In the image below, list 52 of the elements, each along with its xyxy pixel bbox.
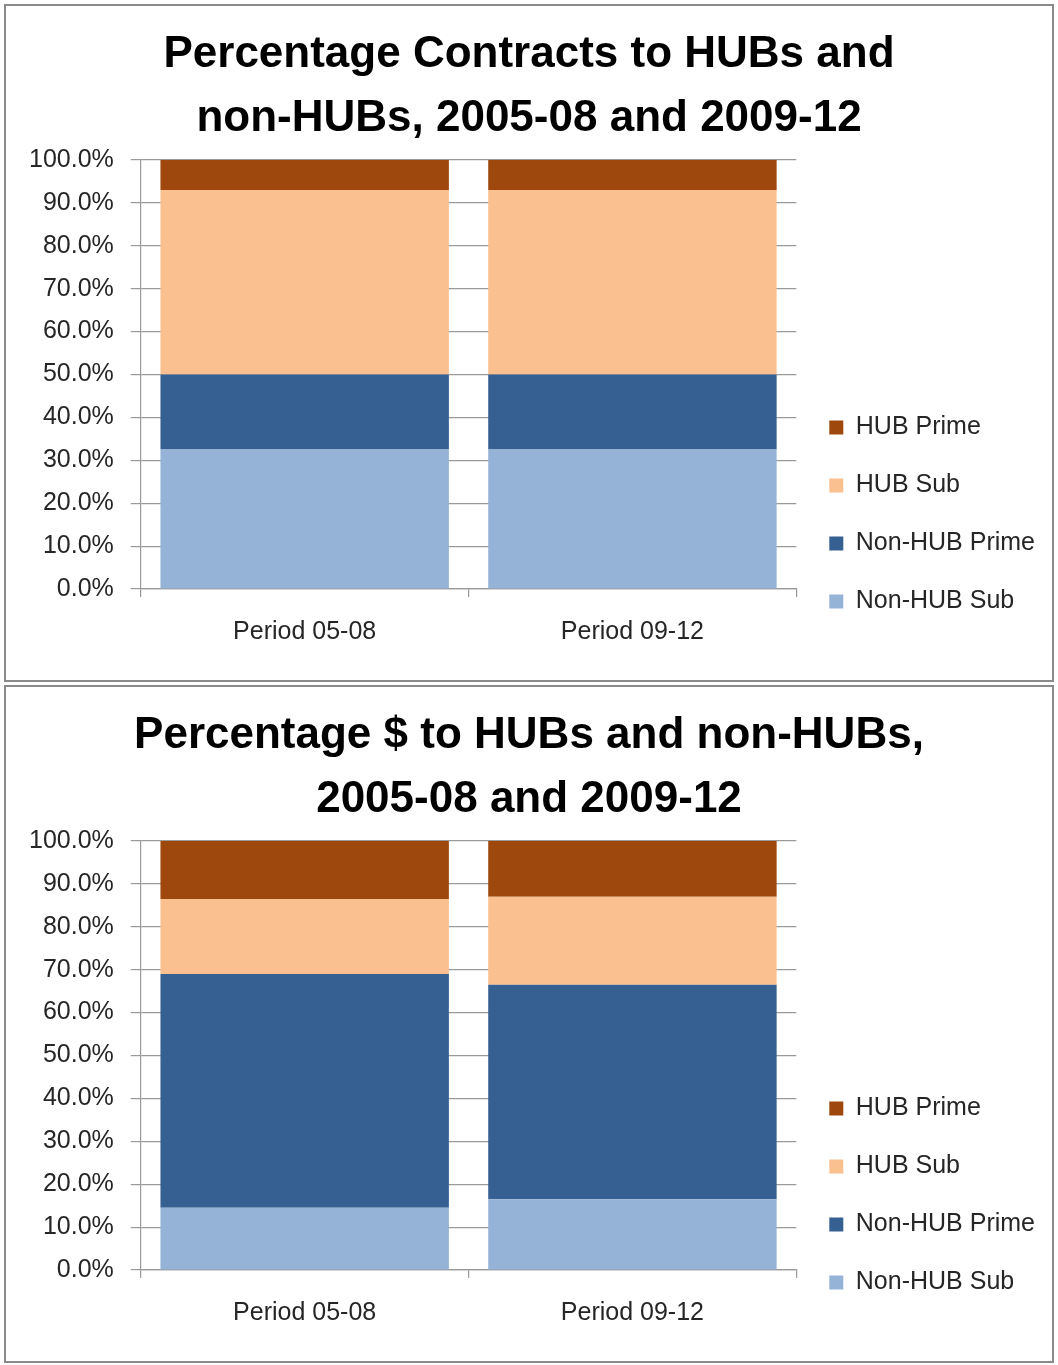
legend-label: Non-HUB Prime	[855, 527, 1035, 556]
x-tick-label: Period 05-08	[233, 1296, 377, 1325]
legend-label: Non-HUB Prime	[855, 1208, 1035, 1237]
bar	[488, 896, 777, 985]
bar	[488, 449, 777, 589]
chart-title: Percentage Contracts to HUBs and non-HUBs, 2005-08 and 2009-12	[163, 27, 895, 140]
bar	[160, 374, 449, 450]
legend-label: HUB Prime	[855, 411, 981, 440]
y-tick-label: 90.0%	[42, 186, 114, 215]
y-tick-label: 0.0%	[56, 572, 114, 601]
chart-title: Percentage $ to HUBs and non-HUBs, 2005-08 and 2009-12	[134, 708, 924, 821]
y-tick-label: 30.0%	[42, 444, 114, 473]
y-tick-label: 100.0%	[28, 824, 114, 853]
legend-label: Non-HUB Sub	[855, 1266, 1015, 1295]
legend-label: HUB Sub	[855, 1150, 961, 1179]
y-tick-label: 20.0%	[42, 1168, 114, 1197]
x-tick-label: Period 09-12	[560, 615, 704, 644]
y-tick-label: 10.0%	[42, 529, 114, 558]
y-tick-label: 40.0%	[42, 1082, 114, 1111]
bar	[160, 160, 449, 191]
y-tick-label: 20.0%	[42, 487, 114, 516]
y-tick-label: 80.0%	[42, 229, 114, 258]
bar	[488, 1199, 777, 1270]
y-tick-label: 50.0%	[42, 358, 114, 387]
y-tick-label: 0.0%	[56, 1253, 114, 1282]
bar	[488, 374, 777, 450]
legend-label: HUB Prime	[855, 1092, 981, 1121]
y-tick-label: 100.0%	[28, 143, 114, 172]
legend-label: Non-HUB Sub	[855, 585, 1015, 614]
bar	[160, 1207, 449, 1270]
y-tick-label: 50.0%	[42, 1039, 114, 1068]
bar	[160, 449, 449, 589]
bar	[488, 190, 777, 375]
y-tick-label: 70.0%	[42, 272, 114, 301]
bar	[488, 841, 777, 897]
x-tick-label: Period 09-12	[560, 1296, 704, 1325]
x-tick-label: Period 05-08	[233, 615, 377, 644]
bar	[160, 898, 449, 974]
legend-label: HUB Sub	[855, 469, 961, 498]
y-tick-label: 80.0%	[42, 910, 114, 939]
bar	[160, 973, 449, 1208]
bar	[160, 841, 449, 899]
y-tick-label: 60.0%	[42, 996, 114, 1025]
bar	[488, 984, 777, 1200]
y-tick-label: 70.0%	[42, 953, 114, 982]
y-tick-label: 10.0%	[42, 1210, 114, 1239]
y-tick-label: 90.0%	[42, 867, 114, 896]
y-tick-label: 30.0%	[42, 1125, 114, 1154]
bar	[160, 190, 449, 375]
y-tick-label: 60.0%	[42, 315, 114, 344]
bar	[488, 160, 777, 191]
y-tick-label: 40.0%	[42, 401, 114, 430]
